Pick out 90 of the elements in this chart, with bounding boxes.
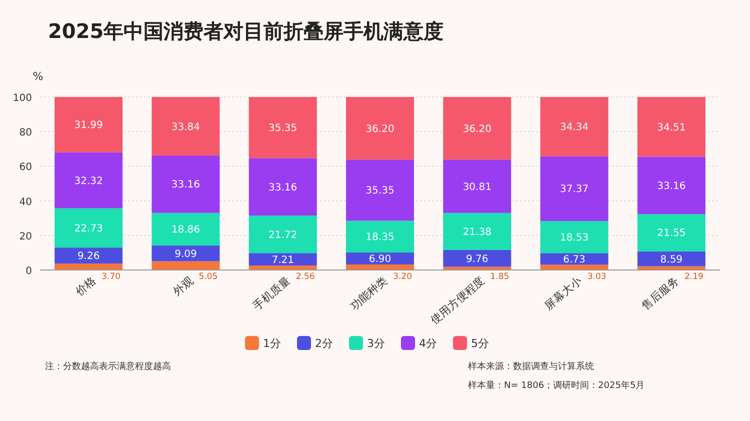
data-label: 34.34 — [560, 122, 589, 134]
bar — [540, 253, 608, 265]
legend-label: 5分 — [471, 337, 489, 350]
data-label: 37.37 — [560, 184, 589, 196]
bar — [540, 221, 608, 254]
data-label: 35.35 — [366, 186, 394, 197]
bar — [637, 266, 706, 270]
bar — [54, 97, 123, 152]
data-label: 21.38 — [462, 226, 492, 238]
data-label: 9.26 — [77, 251, 100, 262]
bar — [346, 97, 414, 160]
data-label: 30.81 — [462, 182, 492, 193]
bar — [152, 97, 220, 156]
data-label: 34.51 — [657, 122, 686, 134]
x-tick-label: 屏幕大小 — [542, 274, 584, 313]
bar — [443, 250, 512, 267]
bar — [248, 97, 317, 158]
y-tick-label: 60 — [19, 162, 32, 174]
bar — [152, 212, 220, 246]
x-tick-label: 售后服务 — [639, 274, 682, 313]
data-label: 22.73 — [74, 223, 103, 234]
y-tick-label: 0 — [26, 266, 32, 277]
bar — [637, 97, 706, 157]
data-label: 3.03 — [587, 272, 606, 282]
x-tick-label: 外观 — [170, 274, 196, 298]
bar — [152, 156, 220, 213]
data-label: 8.59 — [660, 254, 683, 266]
bar — [248, 266, 317, 270]
data-label: 21.72 — [268, 230, 298, 241]
data-label: 7.21 — [272, 254, 294, 266]
bar — [637, 156, 706, 214]
legend-label: 2分 — [315, 337, 333, 350]
bar — [248, 216, 317, 254]
y-axis-title: % — [32, 70, 44, 83]
data-label: 33.84 — [171, 122, 200, 133]
bar — [54, 208, 123, 248]
x-tick-label: 手机质量 — [250, 274, 293, 313]
chart-title: 2025年中国消费者对目前折叠屏手机满意度 — [48, 19, 444, 43]
data-label: 18.53 — [560, 232, 589, 244]
legend-label: 3分 — [367, 337, 385, 350]
bar — [346, 264, 414, 270]
bar — [443, 212, 512, 250]
bar — [152, 246, 220, 262]
x-tick-label: 价格 — [72, 274, 98, 300]
text: 注：分数越高表示满意程度越高 — [45, 361, 171, 372]
y-tick-label: 20 — [19, 231, 32, 242]
legend-label: 4分 — [419, 337, 437, 350]
data-label: 3.20 — [393, 272, 412, 282]
bar — [54, 152, 123, 208]
data-label: 3.70 — [102, 272, 121, 282]
y-tick-label: 40 — [19, 196, 32, 208]
data-label: 32.32 — [74, 176, 103, 187]
bar — [540, 156, 608, 222]
bar — [152, 261, 220, 270]
bar — [540, 97, 608, 156]
bar — [443, 160, 512, 213]
data-label: 33.16 — [171, 180, 200, 191]
bar — [248, 253, 317, 266]
data-label: 1.85 — [490, 272, 510, 282]
data-label: 9.09 — [174, 248, 197, 260]
data-label: 6.90 — [368, 254, 392, 265]
data-label: 18.35 — [366, 232, 394, 244]
data-label: 36.20 — [462, 124, 492, 135]
bar — [346, 220, 414, 253]
y-tick-label: 80 — [19, 128, 32, 139]
bar — [443, 97, 512, 160]
data-label: 6.73 — [563, 254, 586, 266]
bar — [54, 264, 123, 270]
x-tick-label: 使用方便程度 — [428, 274, 488, 327]
data-label: 2.19 — [684, 272, 704, 282]
bar — [346, 252, 414, 264]
text: 样本量：N= 1806；调研时间：2025年5月 — [468, 380, 645, 391]
bar — [54, 248, 123, 264]
text: 样本来源：数据调查与计算系统 — [468, 361, 594, 372]
data-label: 18.86 — [171, 224, 200, 236]
data-label: 5.05 — [198, 272, 218, 282]
data-label: 36.20 — [366, 124, 394, 135]
x-tick-label: 功能种类 — [348, 274, 390, 313]
y-tick-label: 100 — [12, 93, 32, 104]
bar — [346, 160, 414, 221]
legend-label: 1分 — [263, 337, 281, 350]
data-label: 9.76 — [466, 254, 488, 265]
data-label: 33.16 — [657, 180, 686, 192]
data-label: 33.16 — [268, 182, 298, 194]
bar — [637, 214, 706, 252]
data-label: 31.99 — [74, 120, 103, 132]
data-label: 35.35 — [268, 123, 298, 134]
data-label: 21.55 — [657, 228, 686, 240]
bar — [248, 158, 317, 216]
data-label: 2.56 — [296, 272, 315, 282]
